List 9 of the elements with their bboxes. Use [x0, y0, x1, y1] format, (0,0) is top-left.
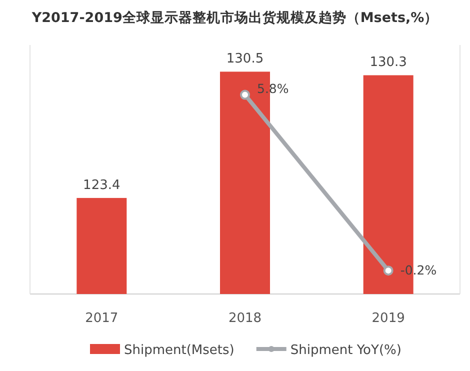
x-tick-label: 2019: [372, 311, 405, 326]
data-label: 130.3: [370, 55, 407, 70]
x-tick-label: 2018: [228, 311, 262, 326]
legend-label: Shipment YoY(%): [290, 343, 402, 358]
x-tick-label: 2017: [85, 311, 118, 326]
data-label: 130.5: [226, 52, 264, 67]
chart-title: Y2017-2019全球显示器整机市场出货规模及趋势（Msets,%）: [30, 9, 438, 26]
data-label: 123.4: [83, 178, 120, 193]
legend-label: Shipment(Msets): [124, 343, 234, 358]
